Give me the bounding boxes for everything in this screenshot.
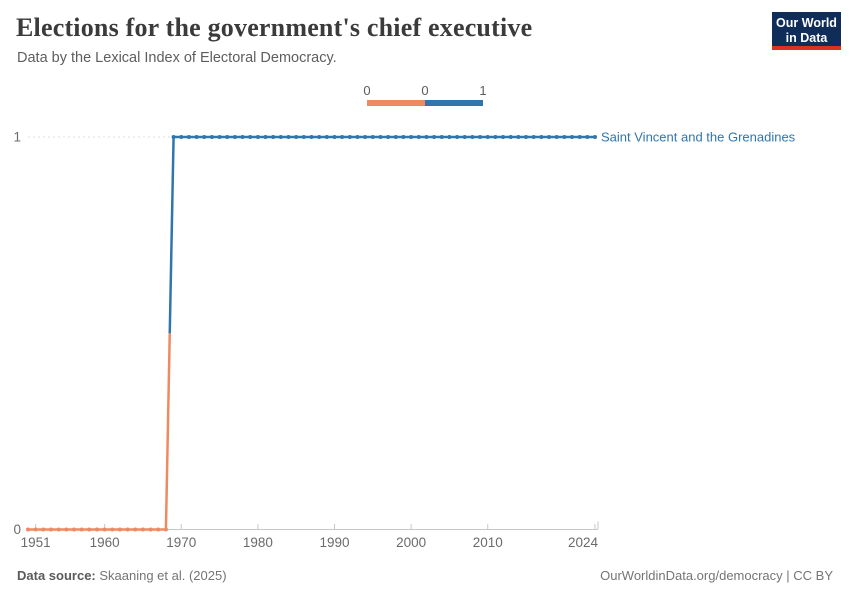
legend-bar bbox=[367, 100, 483, 106]
series-line-saint-vincent-and-the-grenadines[interactable] bbox=[26, 135, 597, 532]
legend: 0 0 1 bbox=[363, 83, 487, 107]
svg-text:1: 1 bbox=[13, 130, 21, 145]
footer-attribution[interactable]: OurWorldinData.org/democracy | CC BY bbox=[600, 568, 833, 583]
legend-tick-0: 0 bbox=[363, 83, 371, 98]
legend-bin-1[interactable] bbox=[425, 100, 483, 106]
x-tick-label: 2010 bbox=[473, 535, 503, 550]
x-tick-label: 2000 bbox=[396, 535, 426, 550]
page-subtitle: Data by the Lexical Index of Electoral D… bbox=[17, 50, 337, 66]
owid-logo-line2: in Data bbox=[785, 31, 828, 45]
x-tick-label: 2024 bbox=[568, 535, 599, 550]
data-source: Data source: Skaaning et al. (2025) bbox=[17, 568, 227, 583]
owid-logo[interactable]: Our World in Data bbox=[772, 12, 841, 50]
x-axis: 1951 1960 1970 1980 1990 2000 2010 2024 bbox=[21, 521, 599, 550]
legend-tick-1: 1 bbox=[479, 83, 487, 98]
x-tick-label: 1951 bbox=[21, 535, 51, 550]
legend-tick-mid: 0 bbox=[421, 83, 429, 98]
legend-bin-0[interactable] bbox=[367, 100, 425, 106]
page-title: Elections for the government's chief exe… bbox=[16, 13, 533, 42]
owid-logo-line1: Our World bbox=[776, 16, 837, 30]
x-tick-label: 1980 bbox=[243, 535, 273, 550]
data-source-value: Skaaning et al. (2025) bbox=[95, 568, 227, 583]
series-label[interactable]: Saint Vincent and the Grenadines bbox=[601, 130, 796, 145]
x-tick-label: 1970 bbox=[166, 535, 196, 550]
chart-footer: Data source: Skaaning et al. (2025) OurW… bbox=[17, 568, 833, 583]
x-tick-label: 1960 bbox=[90, 535, 120, 550]
svg-text:0: 0 bbox=[13, 522, 21, 537]
x-tick-label: 1990 bbox=[319, 535, 349, 550]
data-source-label: Data source: bbox=[17, 568, 96, 583]
y-axis-labels: 01 bbox=[13, 130, 21, 538]
